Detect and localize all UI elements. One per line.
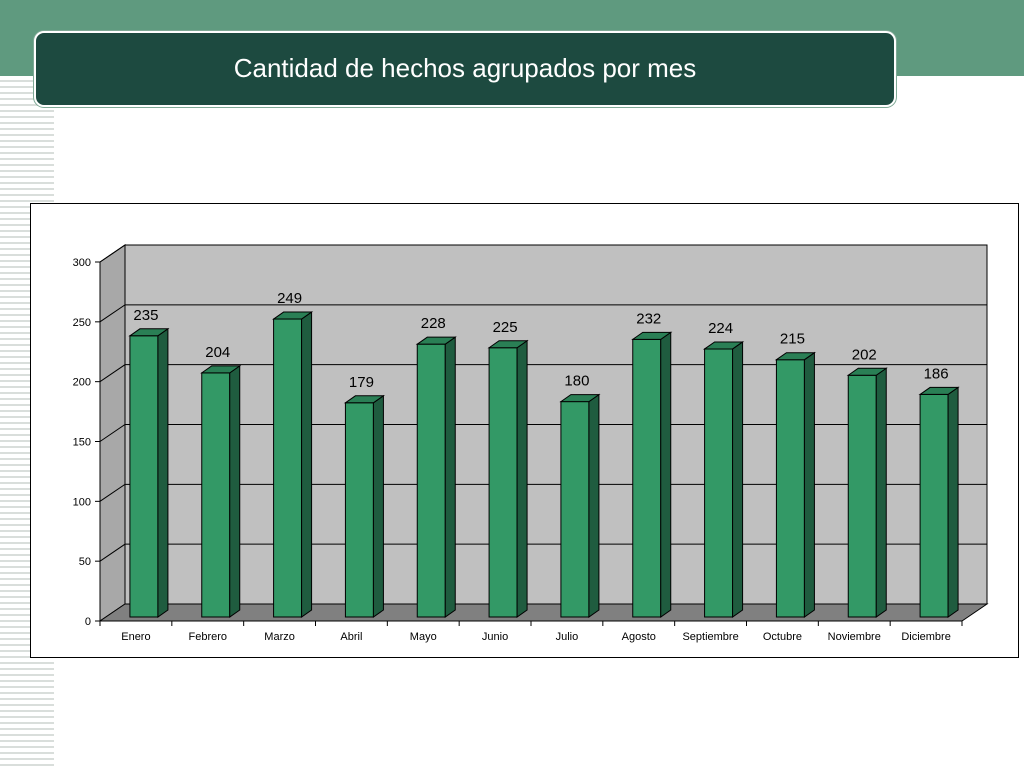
bar <box>919 393 949 618</box>
y-tick-label: 150 <box>73 437 91 449</box>
bar <box>847 374 877 618</box>
x-tick-label: Enero <box>121 631 150 643</box>
data-label: 202 <box>852 346 877 363</box>
data-label: 179 <box>349 374 374 391</box>
bar-side <box>947 386 959 618</box>
page-title: Cantidad de hechos agrupados por mes <box>233 52 697 83</box>
gridline <box>99 364 987 383</box>
bar-side <box>803 351 815 618</box>
data-label: 215 <box>780 331 805 348</box>
bar-top <box>128 328 170 337</box>
bar-top <box>631 331 673 340</box>
y-tick-label: 50 <box>79 556 91 568</box>
bar-top <box>702 341 745 350</box>
bar <box>704 348 734 618</box>
gridline <box>99 304 987 323</box>
bar-top <box>200 365 242 374</box>
data-label: 235 <box>133 307 158 324</box>
x-tick-label: Marzo <box>264 631 295 643</box>
x-tick-label: Noviembre <box>828 631 881 643</box>
y-tick-label: 100 <box>73 496 91 508</box>
bar <box>488 347 518 618</box>
bar-side <box>732 340 744 618</box>
x-tick-label: Junio <box>482 631 508 643</box>
bar-top <box>559 394 601 403</box>
gridline <box>99 424 987 442</box>
data-label: 225 <box>493 319 518 336</box>
x-tick-label: Abril <box>340 631 362 643</box>
bar <box>632 338 662 618</box>
y-tick-label: 200 <box>73 377 91 389</box>
bar-top <box>487 340 529 349</box>
bar-side <box>588 393 600 618</box>
data-label: 228 <box>421 315 446 332</box>
x-tick-label: Agosto <box>622 631 656 643</box>
y-tick-label: 300 <box>73 257 91 269</box>
bar-top <box>918 386 960 395</box>
bar-side <box>301 311 313 618</box>
data-label: 224 <box>708 320 733 337</box>
x-tick-label: Febrero <box>188 631 227 643</box>
bar-top <box>846 367 888 376</box>
data-label: 180 <box>564 373 589 390</box>
x-tick-label: Diciembre <box>901 631 951 643</box>
bar-top <box>774 352 817 361</box>
bar-side <box>157 327 169 618</box>
gridline <box>99 483 987 502</box>
x-tick-label: Julio <box>556 631 579 643</box>
gridline <box>99 244 987 263</box>
y-tick-label: 250 <box>73 317 91 329</box>
bar-side <box>875 367 887 618</box>
bar <box>560 401 590 618</box>
bar <box>129 335 159 618</box>
bar-side <box>229 364 241 618</box>
y-tick-label: 0 <box>85 616 91 628</box>
data-label: 186 <box>924 365 949 382</box>
bar <box>344 402 374 618</box>
bar <box>416 343 446 618</box>
x-tick-label: Octubre <box>763 631 802 643</box>
bar <box>273 318 303 618</box>
bar-top <box>343 395 386 404</box>
bar-top <box>415 336 457 345</box>
bar-side <box>660 331 672 618</box>
bar-side <box>516 339 528 618</box>
bar <box>775 359 805 618</box>
bar-side <box>444 336 456 618</box>
x-tick-label: Septiembre <box>682 631 738 643</box>
x-tick-label: Mayo <box>410 631 437 643</box>
bar <box>201 372 231 618</box>
data-label: 249 <box>277 290 302 307</box>
data-label: 232 <box>636 310 661 327</box>
bar-side <box>372 394 384 618</box>
gridline <box>99 543 987 562</box>
data-label: 204 <box>205 344 230 361</box>
title-banner: Cantidad de hechos agrupados por mes <box>34 31 896 107</box>
bar-top <box>271 311 314 320</box>
